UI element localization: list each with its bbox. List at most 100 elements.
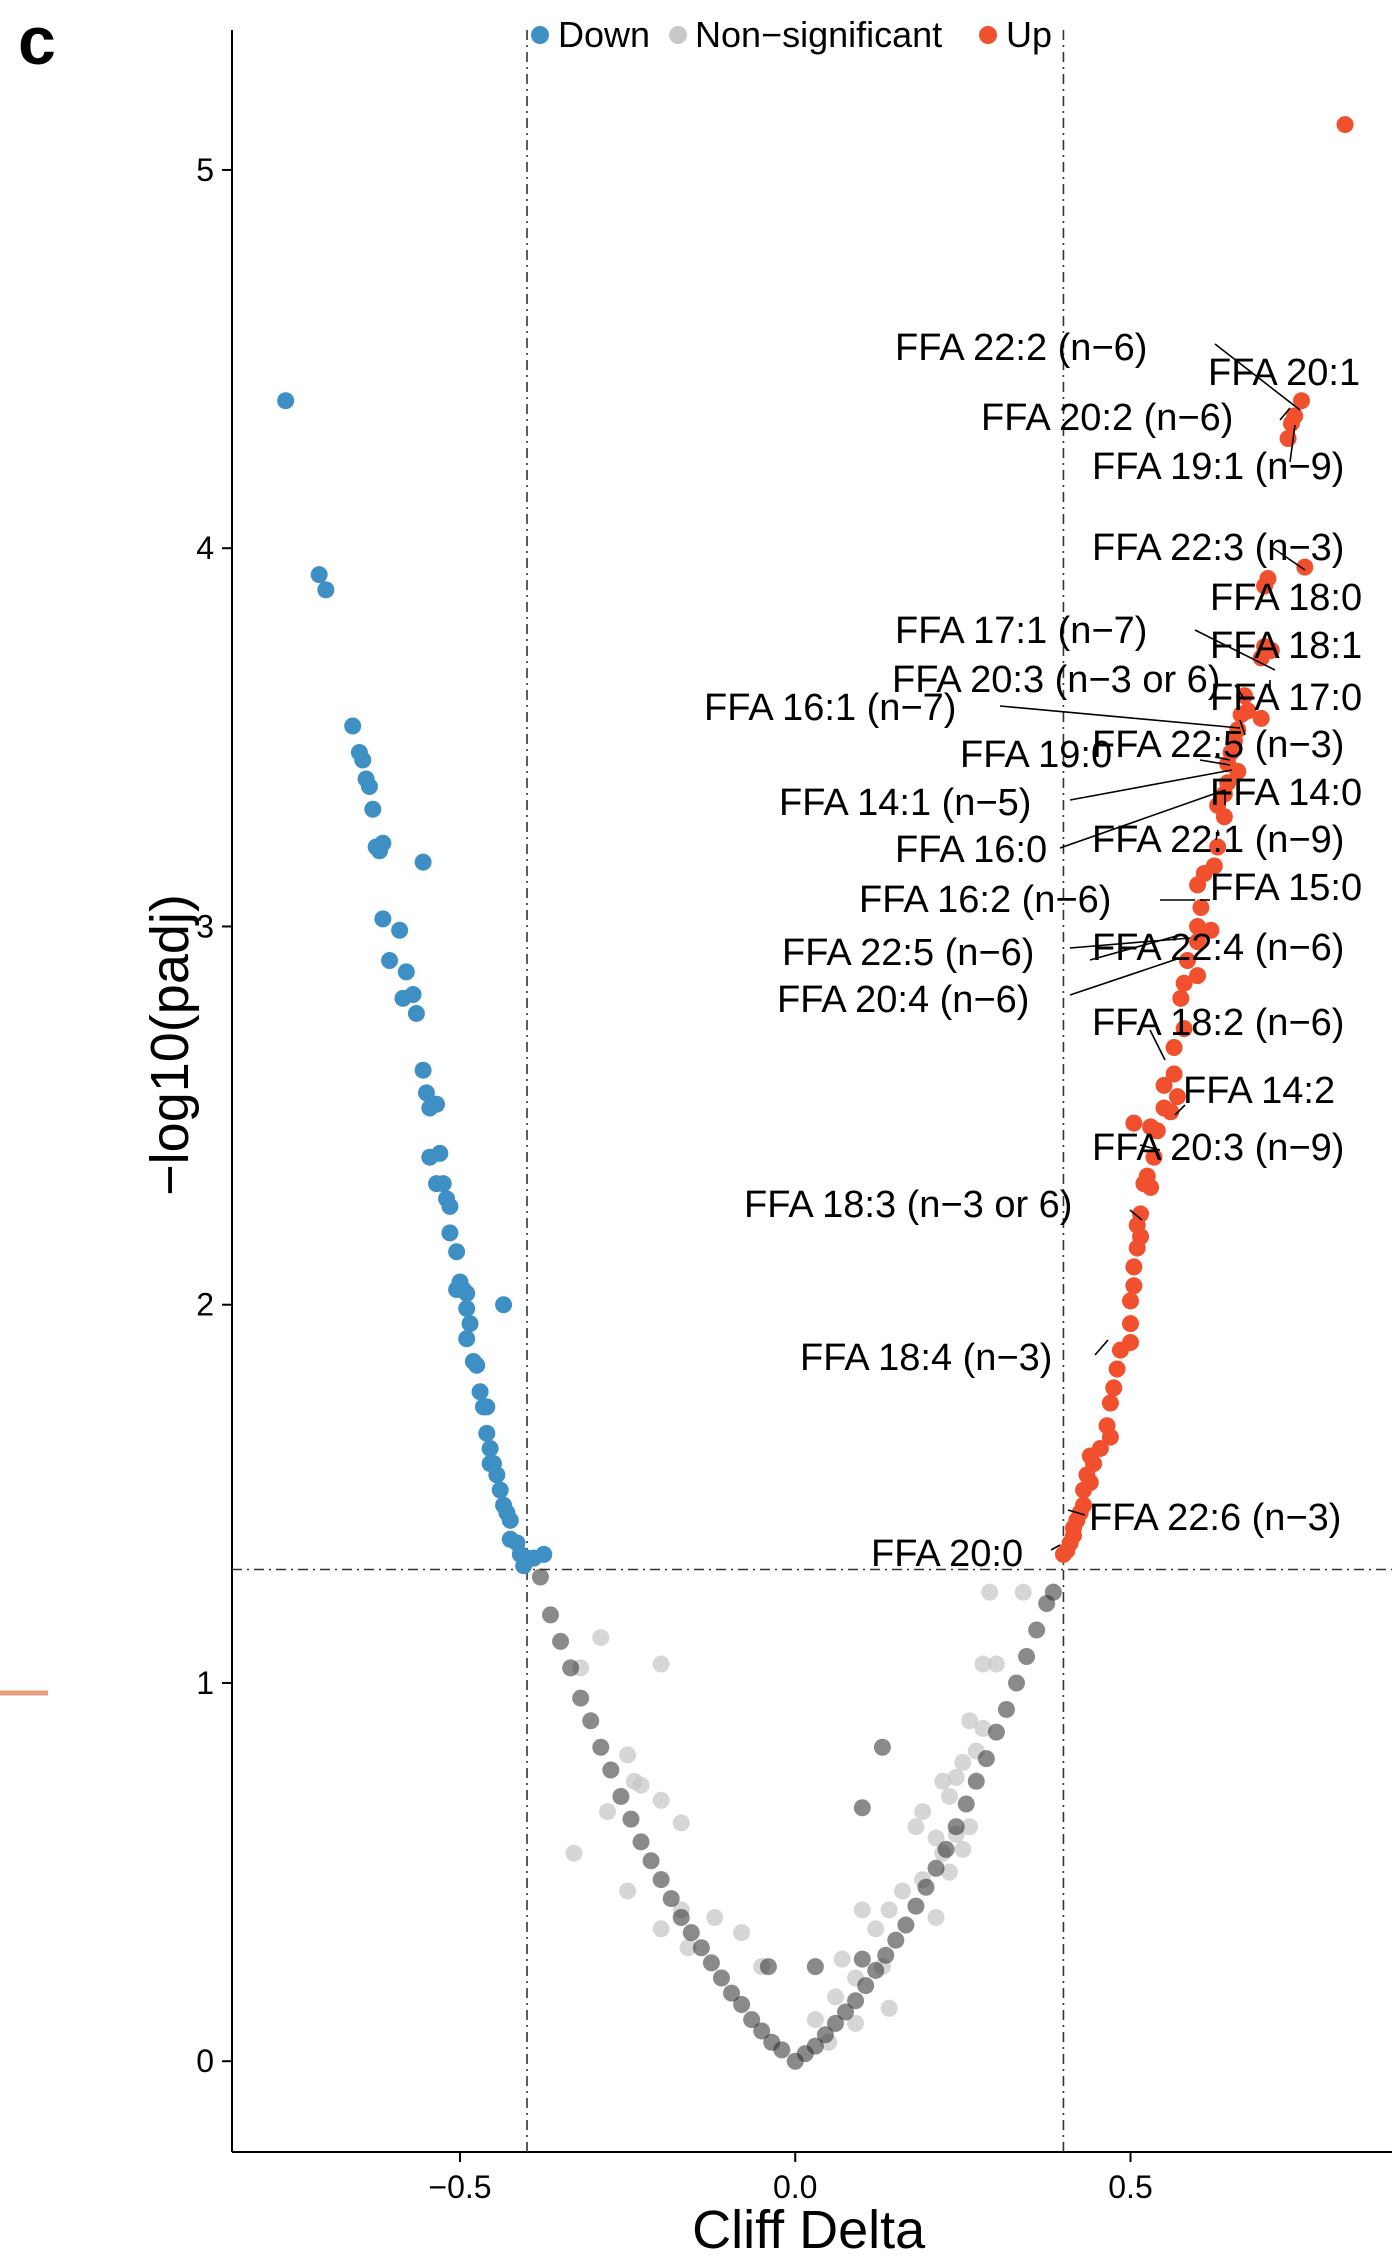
data-point — [417, 1084, 435, 1102]
annotation-leader — [1214, 756, 1231, 761]
data-point — [940, 1863, 958, 1881]
y-tick-label: 0 — [196, 2043, 214, 2079]
data-point — [806, 1958, 824, 1976]
point-annotation: FFA 14:0 — [1210, 772, 1362, 814]
y-tick-label: 2 — [196, 1287, 214, 1323]
data-point — [1054, 1545, 1072, 1563]
data-point — [317, 581, 335, 599]
data-point — [371, 842, 389, 860]
data-point — [857, 1977, 875, 1995]
data-point — [478, 1424, 496, 1442]
data-point — [1189, 917, 1207, 935]
point-annotation: FFA 22:5 (n−3) — [1092, 724, 1344, 766]
data-point — [961, 1712, 979, 1730]
data-point — [598, 1803, 616, 1821]
data-point — [1121, 1292, 1139, 1310]
data-point — [759, 1958, 777, 1976]
data-point — [1232, 706, 1250, 724]
data-point — [773, 2041, 791, 2059]
data-point — [458, 1299, 476, 1317]
point-annotation: FFA 22:3 (n−3) — [1092, 527, 1344, 569]
series-group — [277, 392, 553, 1575]
data-point — [277, 392, 295, 410]
data-point — [914, 1803, 932, 1821]
data-point — [495, 1296, 513, 1314]
data-point — [1121, 1315, 1139, 1333]
data-point — [1125, 1277, 1143, 1295]
data-point — [441, 1197, 459, 1215]
data-point — [1252, 709, 1270, 727]
panel-label: c — [18, 3, 56, 79]
data-point — [987, 1655, 1005, 1673]
data-point — [481, 1439, 499, 1457]
data-point — [733, 1995, 751, 2013]
point-annotation: FFA 16:2 (n−6) — [859, 879, 1111, 921]
data-point — [974, 1655, 992, 1673]
annotation-leader — [1269, 545, 1306, 571]
legend-label: Up — [1006, 14, 1052, 55]
data-point — [1028, 1621, 1046, 1639]
data-point — [826, 2014, 844, 2032]
data-point — [431, 1144, 449, 1162]
data-point — [619, 1882, 637, 1900]
point-annotation: FFA 22:6 (n−3) — [1089, 1497, 1341, 1539]
data-point — [652, 1871, 670, 1889]
data-point — [488, 1466, 506, 1484]
point-annotation: FFA 14:1 (n−5) — [779, 782, 1031, 824]
data-point — [867, 1961, 885, 1979]
data-point — [344, 717, 362, 735]
point-annotation: FFA 20:3 (n−9) — [1092, 1127, 1344, 1169]
legend-marker — [531, 26, 549, 44]
data-point — [907, 1818, 925, 1836]
data-point — [947, 1769, 965, 1787]
data-point — [733, 1924, 751, 1942]
data-point — [867, 1920, 885, 1938]
data-point — [562, 1659, 580, 1677]
point-annotation: FFA 22:2 (n−6) — [895, 327, 1147, 369]
point-annotation: FFA 18:1 — [1210, 625, 1362, 667]
annotation-leader — [1059, 789, 1226, 849]
data-point — [917, 1878, 935, 1896]
data-point — [753, 2022, 771, 2040]
data-point — [806, 2037, 824, 2055]
data-point — [1111, 1341, 1129, 1359]
data-point — [672, 1814, 690, 1832]
data-point — [642, 1852, 660, 1870]
data-point — [1172, 989, 1190, 1007]
data-point — [662, 1890, 680, 1908]
data-point — [1282, 414, 1300, 432]
data-point — [1202, 921, 1220, 939]
data-point — [961, 1818, 979, 1836]
point-annotation: FFA 22:1 (n−9) — [1092, 819, 1344, 861]
data-point — [602, 1761, 620, 1779]
data-point — [1101, 1428, 1119, 1446]
data-point — [1075, 1481, 1093, 1499]
data-point — [954, 1840, 972, 1858]
data-point — [880, 1901, 898, 1919]
y-axis-title: −log10(padj) — [140, 894, 200, 1196]
data-point — [1292, 392, 1310, 410]
data-point — [1256, 577, 1274, 595]
data-point — [572, 1689, 590, 1707]
data-point — [682, 1924, 700, 1942]
data-point — [1148, 1122, 1166, 1140]
data-point — [531, 1568, 549, 1586]
point-annotation: FFA 14:2 — [1183, 1070, 1335, 1112]
data-point — [1142, 1178, 1160, 1196]
data-point — [937, 1840, 955, 1858]
data-point — [927, 1829, 945, 1847]
data-point — [1209, 838, 1227, 856]
data-point — [310, 566, 328, 584]
data-point — [407, 1004, 425, 1022]
data-point — [652, 1920, 670, 1938]
data-point — [1189, 876, 1207, 894]
data-point — [612, 1787, 630, 1805]
data-point — [1155, 1076, 1173, 1094]
data-point — [1189, 933, 1207, 951]
data-point — [1168, 1088, 1186, 1106]
data-point — [541, 1606, 559, 1624]
data-point — [622, 1810, 640, 1828]
annotation-leader — [1174, 1104, 1186, 1116]
data-point — [873, 1738, 891, 1756]
point-annotation: FFA 16:0 — [895, 829, 1047, 871]
